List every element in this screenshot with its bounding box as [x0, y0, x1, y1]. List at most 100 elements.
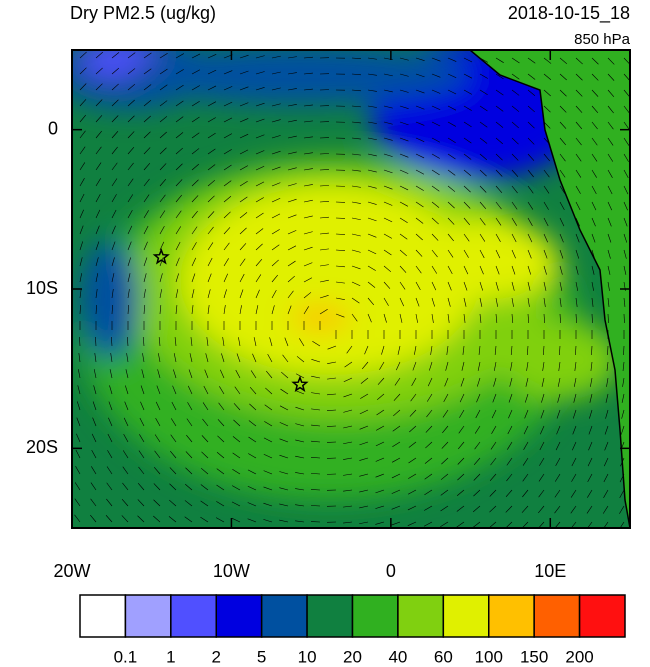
- wind-barb: [223, 70, 233, 75]
- wind-barb: [524, 409, 529, 419]
- wind-barb: [287, 88, 297, 91]
- wind-barb: [495, 217, 502, 226]
- wind-barb: [111, 305, 113, 315]
- wind-barb: [526, 345, 529, 355]
- wind-barb: [247, 502, 257, 507]
- wind-barb: [572, 409, 577, 419]
- wind-barb: [143, 225, 149, 235]
- wind-barb: [495, 201, 502, 210]
- wind-barb: [415, 105, 425, 110]
- wind-barb: [265, 387, 273, 395]
- wind-barb: [559, 249, 564, 259]
- wind-barb: [78, 353, 81, 363]
- wind-barb: [511, 201, 518, 210]
- wind-barb: [207, 226, 214, 235]
- wind-barb: [343, 441, 353, 445]
- wind-barb: [607, 169, 613, 178]
- wind-barb: [607, 153, 614, 162]
- wind-barb: [511, 137, 519, 145]
- wind-barb: [303, 168, 313, 171]
- wind-barb: [170, 450, 177, 459]
- wind-barb: [173, 353, 177, 363]
- wind-barb: [527, 297, 530, 307]
- wind-barb: [127, 194, 134, 203]
- wind-barb: [508, 409, 513, 419]
- wind-barb: [335, 313, 345, 318]
- wind-barb: [186, 418, 193, 427]
- wind-barb: [490, 457, 497, 466]
- wind-barb: [494, 361, 497, 371]
- wind-barb: [191, 195, 199, 203]
- wind-barb: [175, 53, 184, 59]
- wind-barb: [415, 297, 420, 307]
- wind-barb: [456, 521, 465, 528]
- colorbar-label: 40: [388, 647, 407, 666]
- wind-barb: [219, 386, 225, 395]
- wind-barb: [239, 243, 247, 251]
- wind-barb: [474, 441, 481, 450]
- wind-barb: [171, 401, 177, 411]
- wind-barb: [479, 137, 488, 144]
- wind-barb: [296, 356, 305, 363]
- wind-barb: [207, 211, 215, 219]
- wind-barb: [271, 259, 279, 267]
- wind-barb: [571, 473, 577, 482]
- wind-barb: [479, 73, 488, 79]
- wind-barb: [127, 83, 136, 91]
- wind-barb: [159, 226, 165, 235]
- wind-barb: [319, 185, 329, 187]
- wind-barb: [444, 377, 449, 387]
- wind-barb: [527, 169, 534, 178]
- wind-barb: [459, 393, 465, 403]
- wind-barb: [159, 257, 164, 267]
- wind-barb: [522, 473, 529, 482]
- wind-barb: [463, 297, 467, 307]
- wind-barb: [623, 105, 630, 114]
- wind-barb: [79, 273, 82, 283]
- wind-barb: [543, 297, 546, 307]
- wind-barb: [271, 182, 281, 187]
- wind-barb: [575, 249, 580, 259]
- wind-barb: [159, 178, 167, 187]
- wind-barb: [263, 437, 273, 443]
- wind-barb: [587, 473, 593, 483]
- wind-barb: [279, 405, 289, 411]
- wind-barb: [111, 337, 113, 347]
- wind-barb: [280, 388, 289, 395]
- wind-barb: [495, 265, 500, 275]
- wind-barb: [495, 137, 504, 145]
- wind-barb: [127, 147, 135, 155]
- wind-barb: [75, 466, 81, 475]
- wind-barb: [287, 135, 297, 139]
- wind-barb: [223, 242, 230, 251]
- wind-barb: [311, 392, 321, 395]
- wind-barb: [391, 473, 401, 479]
- wind-barb: [590, 377, 593, 387]
- wind-barb: [190, 337, 193, 347]
- wind-barb: [271, 166, 281, 171]
- wind-barbs: [74, 51, 630, 528]
- wind-barb: [605, 409, 609, 419]
- wind-barb: [311, 473, 321, 475]
- wind-barb: [93, 369, 97, 379]
- wind-barb: [143, 52, 152, 59]
- wind-barb: [95, 209, 101, 219]
- wind-barb: [233, 403, 241, 411]
- wind-barb: [431, 153, 440, 159]
- wind-barb: [319, 216, 329, 219]
- wind-barb: [207, 101, 217, 107]
- wind-barb: [399, 153, 409, 158]
- wind-barb: [127, 68, 136, 75]
- wind-barb: [79, 51, 87, 59]
- wind-barb: [431, 313, 434, 323]
- wind-barb: [423, 521, 433, 527]
- wind-barb: [111, 178, 118, 187]
- wind-barb: [155, 401, 161, 411]
- wind-barb: [79, 209, 84, 219]
- wind-barb: [327, 377, 337, 380]
- wind-barb: [575, 89, 583, 97]
- wind-barb: [375, 473, 385, 478]
- wind-barb: [175, 210, 182, 219]
- wind-barb: [154, 434, 161, 443]
- wind-barb: [137, 515, 145, 523]
